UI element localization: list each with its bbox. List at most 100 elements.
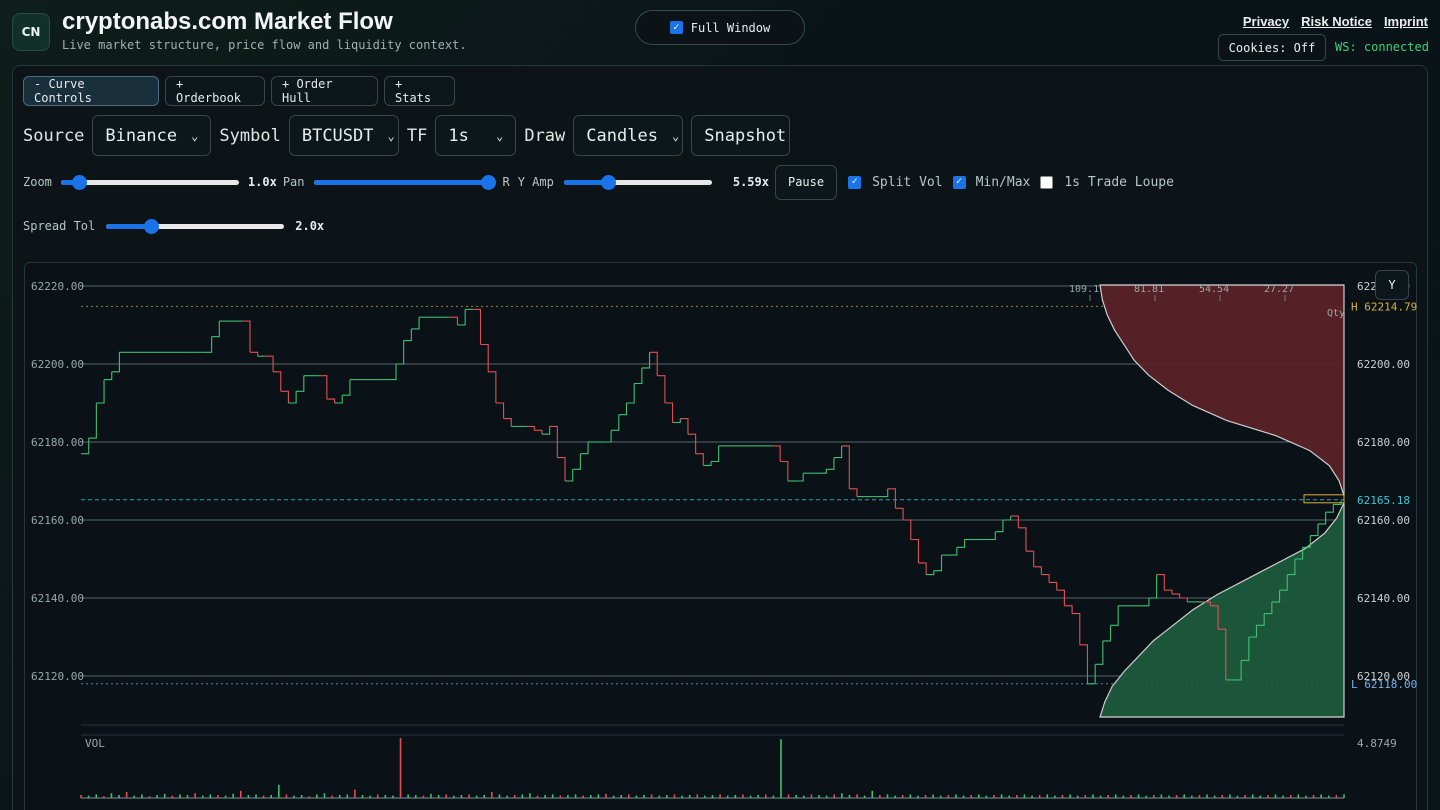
pan-fill [313, 180, 488, 185]
loupe-label: 1s Trade Loupe [1064, 174, 1174, 190]
price-segment [1279, 574, 1288, 591]
loupe-checkbox[interactable] [1040, 175, 1054, 189]
chevron-down-icon: ⌄ [387, 128, 395, 143]
qty-tick-label: 81.81 [1134, 284, 1164, 295]
price-segment [288, 391, 297, 404]
minmax-checkbox[interactable]: ✓ [952, 175, 966, 189]
price-segment [495, 402, 505, 419]
price-segment [503, 418, 512, 427]
snapshot-button[interactable]: Snapshot [691, 115, 791, 156]
tf-select[interactable]: 1s ⌄ [435, 115, 517, 156]
price-segment [242, 320, 251, 353]
tab-orderbook[interactable]: + Orderbook [165, 76, 265, 106]
price-chart[interactable]: 62220.0062220.0062200.0062200.0062180.00… [25, 263, 1418, 810]
volume-max-label: 4.8749 [1357, 737, 1397, 750]
zoom-thumb[interactable] [71, 175, 87, 190]
controls-row: Source Binance ⌄ Symbol BTCUSDT ⌄ TF 1s ⌄ D… [23, 115, 791, 156]
price-segment [880, 488, 889, 498]
price-segment [1049, 581, 1058, 591]
y-axis-button[interactable]: Y [1375, 270, 1409, 300]
full-window-toggle[interactable]: ✓ Full Window [635, 10, 805, 45]
price-segment [995, 520, 1004, 533]
zoom-fill [60, 180, 79, 185]
tab-stats[interactable]: + Stats [384, 76, 455, 106]
price-segment [895, 507, 904, 520]
y-tick-label-left: 62220.00 [31, 280, 84, 293]
price-segment [611, 414, 620, 431]
yamp-label: Y Amp [517, 175, 554, 189]
yamp-value: 5.59x [732, 175, 769, 189]
symbol-value: BTCUSDT [301, 125, 374, 146]
tf-label: TF [406, 125, 428, 146]
price-segment [618, 403, 628, 416]
price-segment [1002, 516, 1012, 521]
price-segment [111, 352, 120, 373]
price-segment [1202, 601, 1211, 606]
price-segment [96, 379, 105, 404]
price-segment [388, 364, 397, 381]
price-segment [88, 403, 97, 439]
price-segment [250, 351, 259, 357]
price-segment [849, 488, 858, 497]
spread-row: Spread Tol 2.0x [23, 210, 324, 242]
risk-notice-link[interactable]: Risk Notice [1301, 14, 1372, 29]
y-tick-label-right: 62200.00 [1357, 358, 1410, 371]
price-segment [1110, 605, 1119, 626]
price-segment [81, 438, 90, 455]
full-window-checkbox[interactable]: ✓ [669, 21, 683, 34]
split-vol-checkbox[interactable]: ✓ [848, 175, 862, 189]
low-label: L 62118.00 [1351, 678, 1417, 691]
price-segment [1210, 605, 1219, 630]
pan-label: Pan [282, 175, 305, 189]
pause-button[interactable]: Pause [774, 164, 838, 200]
symbol-select[interactable]: BTCUSDT ⌄ [288, 115, 399, 156]
tab-curve-controls[interactable]: - Curve Controls [23, 76, 159, 106]
minmax-label: Min/Max [975, 174, 1031, 190]
price-segment [1041, 574, 1050, 583]
price-segment [449, 316, 459, 325]
price-segment [956, 539, 966, 548]
price-segment [1018, 527, 1027, 552]
spread-label: Spread Tol [23, 219, 96, 233]
price-segment [572, 453, 581, 470]
chart-container[interactable]: 62220.0062220.0062200.0062200.0062180.00… [24, 262, 1417, 810]
draw-select[interactable]: Candles ⌄ [573, 115, 684, 156]
price-segment [680, 418, 689, 435]
price-segment [534, 429, 543, 435]
pan-slider[interactable] [313, 174, 496, 190]
panel-tabs: - Curve Controls + Orderbook + Order Hul… [23, 76, 455, 106]
price-segment [1317, 512, 1327, 525]
price-segment [457, 309, 466, 326]
zoom-slider[interactable] [60, 174, 239, 190]
price-segment [772, 445, 781, 462]
price-segment [203, 336, 213, 353]
price-segment [1287, 559, 1296, 576]
chevron-down-icon: ⌄ [191, 128, 199, 143]
price-segment [603, 430, 612, 443]
pan-thumb[interactable] [480, 175, 496, 190]
price-segment [949, 547, 958, 556]
privacy-link[interactable]: Privacy [1242, 14, 1290, 29]
source-label: Source [23, 125, 85, 146]
y-tick-label-left: 62140.00 [31, 592, 84, 605]
price-segment [1179, 597, 1188, 602]
y-tick-label-left: 62180.00 [31, 436, 84, 449]
price-segment [1102, 625, 1112, 642]
y-tick-label-left: 62160.00 [31, 514, 84, 527]
page-title: cryptonabs.com Market Flow [62, 8, 393, 35]
spread-slider[interactable] [106, 218, 285, 234]
imprint-link[interactable]: Imprint [1383, 14, 1428, 29]
price-segment [1256, 613, 1265, 626]
source-select[interactable]: Binance ⌄ [92, 115, 212, 156]
yamp-thumb[interactable] [601, 175, 617, 190]
tab-order-hull[interactable]: + Order Hull [271, 76, 378, 106]
cookies-button[interactable]: Cookies: Off [1218, 34, 1326, 61]
price-segment [1218, 628, 1227, 680]
tf-value: 1s [448, 125, 469, 146]
y-tick-label-left: 62120.00 [31, 670, 84, 683]
spread-thumb[interactable] [143, 219, 159, 234]
draw-label: Draw [524, 125, 566, 146]
price-segment [1095, 640, 1104, 665]
yamp-slider[interactable] [563, 174, 712, 190]
y-tick-label-right: 62140.00 [1357, 592, 1410, 605]
